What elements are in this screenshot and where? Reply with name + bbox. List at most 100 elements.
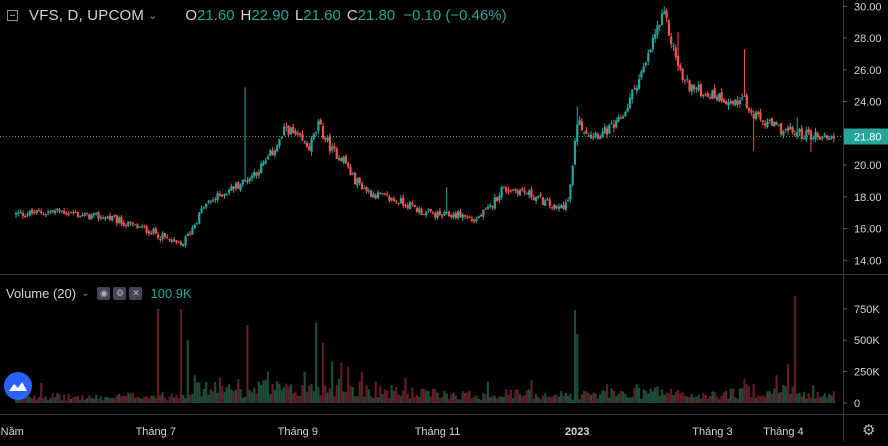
candle-body: [665, 10, 668, 19]
candle-body: [656, 25, 659, 35]
volume-bar: [667, 393, 671, 403]
volume-bar: [147, 397, 150, 403]
candle-body: [809, 130, 813, 140]
volume-bar: [624, 394, 627, 403]
candle-body: [310, 138, 313, 152]
volume-bar: [395, 387, 398, 403]
candle-body: [752, 113, 755, 119]
volume-bar: [370, 396, 373, 403]
candle-body: [757, 111, 760, 115]
candle-body: [53, 210, 57, 214]
candle-body: [628, 97, 632, 108]
candle-body: [372, 193, 375, 198]
candle-body: [241, 179, 244, 185]
volume-bar: [344, 391, 348, 403]
volume-bar: [159, 395, 162, 403]
candle-body: [402, 197, 405, 206]
candle-body: [690, 84, 693, 92]
chevron-down-icon[interactable]: ⌄: [81, 287, 90, 299]
candle-body: [218, 193, 222, 196]
logo-icon[interactable]: [4, 372, 32, 400]
volume-bar: [578, 399, 581, 403]
symbol-title[interactable]: VFS, D, UPCOM: [29, 6, 145, 24]
candle-body: [544, 200, 547, 206]
candle-body: [647, 52, 650, 62]
volume-bar: [51, 393, 54, 403]
volume-bar: [816, 391, 819, 403]
candle-body: [143, 226, 146, 228]
volume-bar: [670, 388, 673, 403]
candle-body: [127, 221, 130, 227]
candle-body: [782, 131, 785, 136]
candle-body: [805, 130, 808, 140]
candle-body: [365, 186, 368, 192]
candle-body: [793, 133, 796, 136]
chevron-down-icon[interactable]: ⌄: [148, 9, 158, 22]
price-tick-label: 28.00: [854, 33, 882, 45]
candle-body: [807, 128, 810, 133]
candle-body: [798, 128, 801, 132]
volume-bar: [326, 392, 329, 403]
candle-body: [789, 126, 792, 130]
close-icon[interactable]: ✕: [129, 286, 143, 300]
volume-bar: [592, 392, 595, 403]
candle-body: [780, 123, 783, 135]
volume-bar: [376, 397, 380, 403]
eye-icon[interactable]: ◉: [97, 286, 111, 300]
volume-bar: [617, 393, 620, 403]
volume-bar: [367, 389, 370, 403]
volume-bar: [422, 388, 425, 403]
settings-icon[interactable]: ⚙: [113, 286, 127, 300]
collapse-icon[interactable]: [7, 9, 18, 21]
candle-body: [395, 200, 398, 202]
volume-bar: [482, 393, 485, 403]
candle-body: [512, 189, 515, 191]
candle-body: [168, 238, 171, 240]
candle-body: [21, 212, 25, 216]
candle-body: [530, 189, 533, 198]
candle-body: [225, 193, 228, 195]
volume-bar: [759, 396, 762, 403]
candle-body: [486, 206, 490, 209]
candle-body: [821, 136, 824, 139]
volume-bar: [589, 394, 593, 403]
volume-bar: [775, 375, 778, 403]
volume-bar: [420, 388, 423, 403]
candle-body: [138, 226, 141, 228]
volume-bar: [310, 384, 313, 403]
volume-bar: [509, 389, 512, 403]
candle-body: [759, 112, 762, 120]
candle-body: [40, 211, 43, 214]
volume-bar: [337, 378, 341, 403]
candle-body: [461, 214, 464, 218]
gear-icon[interactable]: ⚙: [862, 422, 876, 439]
candle-body: [67, 213, 70, 215]
candle-body: [697, 84, 700, 91]
candle-body: [676, 55, 680, 67]
candle-body: [262, 162, 265, 166]
candle-body: [58, 209, 61, 212]
candle-body: [216, 192, 219, 201]
candle-body: [282, 126, 286, 136]
candle-body: [60, 210, 63, 212]
volume-bar: [69, 398, 73, 403]
volume-bar: [333, 396, 336, 403]
volume-bar: [642, 389, 645, 403]
volume-bar: [35, 399, 38, 403]
volume-bar: [83, 399, 86, 403]
volume-bar: [828, 393, 831, 403]
volume-bar: [101, 400, 105, 403]
volume-bar: [821, 396, 824, 403]
volume-label[interactable]: Volume (20): [6, 285, 77, 301]
volume-bar: [198, 382, 201, 403]
candle-body: [353, 172, 357, 185]
candle-body: [679, 65, 682, 70]
candle-body: [207, 201, 210, 203]
volume-bar: [507, 394, 510, 403]
candle-body: [404, 205, 407, 207]
candle-body: [159, 239, 162, 241]
volume-bar: [718, 399, 721, 403]
volume-bar: [720, 395, 723, 403]
candle-body: [832, 136, 835, 139]
